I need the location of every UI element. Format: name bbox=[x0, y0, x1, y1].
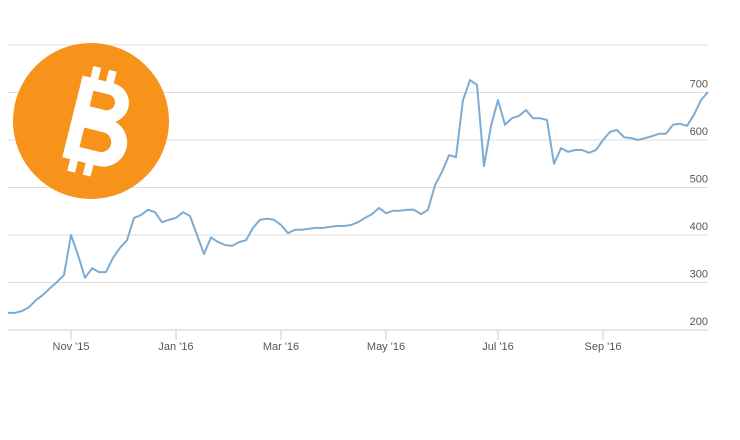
y-tick-label: 300 bbox=[690, 269, 708, 281]
y-tick-label: 500 bbox=[690, 174, 708, 186]
plot: 200 300 400 500 600 700 Nov '15 Jan '16 Mar '16 M… bbox=[8, 44, 709, 353]
x-tick-label: Mar '16 bbox=[263, 341, 299, 353]
bitcoin-logo bbox=[13, 43, 169, 199]
x-tick-label: Jul '16 bbox=[482, 341, 513, 353]
x-tick-label: Nov '15 bbox=[53, 341, 90, 353]
y-tick-label: 700 bbox=[690, 79, 708, 91]
price-line bbox=[8, 79, 709, 314]
logo-b bbox=[62, 65, 129, 177]
x-tick-label: May '16 bbox=[367, 341, 405, 353]
y-tick-label: 600 bbox=[690, 126, 708, 138]
x-tick-label: Sep '16 bbox=[585, 341, 622, 353]
y-tick-label: 200 bbox=[690, 316, 708, 328]
x-tick-label: Jan '16 bbox=[158, 341, 193, 353]
y-tick-label: 400 bbox=[690, 221, 708, 233]
